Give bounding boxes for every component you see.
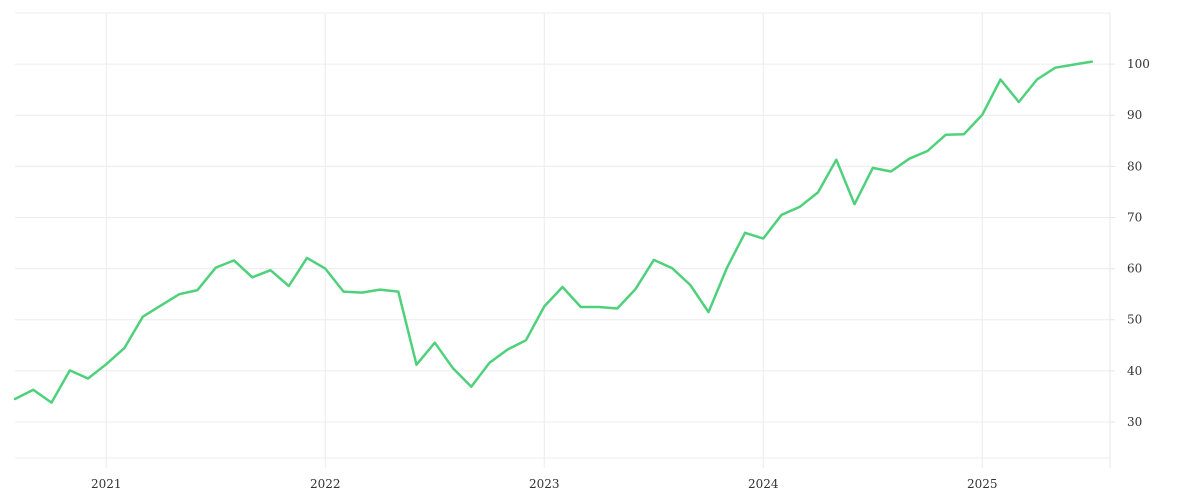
tick-label-layer: 30 40 50 60 70 80 90 100 2021 2022 2023 2024 2025	[91, 57, 1150, 491]
series-layer	[13, 60, 1094, 404]
y-tick-label: 80	[1127, 159, 1142, 173]
series-line	[13, 60, 1094, 404]
x-tick-label: 2021	[91, 477, 122, 491]
y-tick-label: 50	[1127, 313, 1142, 327]
x-tick-label: 2024	[748, 477, 779, 491]
y-tick-label: 30	[1127, 415, 1142, 429]
y-tick-label: 100	[1127, 57, 1150, 71]
x-tick-label: 2023	[529, 477, 560, 491]
y-tick-label: 40	[1127, 364, 1142, 378]
x-tick-label: 2025	[967, 477, 998, 491]
y-tick-label: 70	[1127, 210, 1142, 224]
grid-layer	[15, 12, 1115, 468]
y-tick-label: 60	[1127, 262, 1142, 276]
y-tick-label: 90	[1127, 108, 1142, 122]
x-tick-label: 2022	[310, 477, 341, 491]
